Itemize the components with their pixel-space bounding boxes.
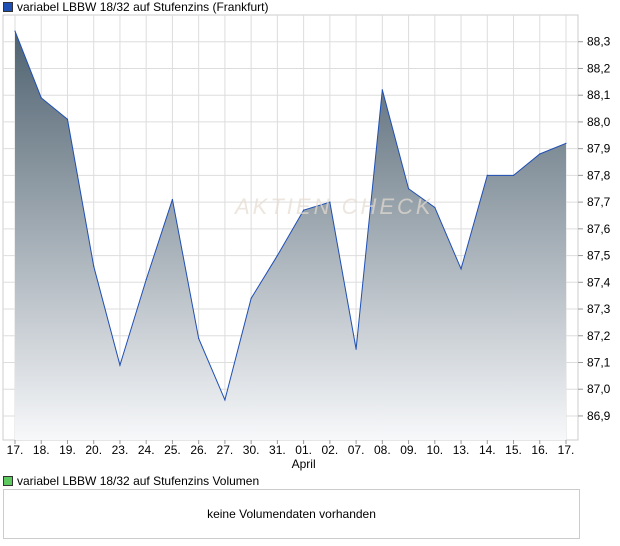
- y-tick-label: 86,9: [587, 409, 611, 423]
- data-point: [539, 153, 541, 155]
- y-tick-label: 88,3: [587, 35, 611, 49]
- data-point: [145, 279, 147, 281]
- price-chart: AKTIEN CHECK 86,9 87,0 87,1 87,2 87,3 87,4 87,…: [2, 14, 611, 471]
- legend-swatch-blue: [3, 2, 13, 12]
- x-tick-label: 25.: [164, 443, 181, 457]
- x-tick-label: 07.: [348, 443, 365, 457]
- y-tick-label: 87,2: [587, 329, 611, 343]
- data-point: [434, 206, 436, 209]
- volume-panel: keine Volumendaten vorhanden: [3, 489, 580, 539]
- volume-legend-label: variabel LBBW 18/32 auf Stufenzins Volum…: [17, 474, 260, 488]
- x-tick-label: 13.: [453, 443, 470, 457]
- x-tick-label: 31.: [269, 443, 286, 457]
- y-tick-label: 87,6: [587, 222, 611, 236]
- y-tick-label: 87,9: [587, 142, 611, 156]
- y-tick-label: 87,1: [587, 355, 611, 369]
- month-label: April: [292, 457, 316, 471]
- y-tick-label: 87,0: [587, 382, 611, 396]
- x-tick-label: 08.: [374, 443, 391, 457]
- x-tick-label: 24.: [138, 443, 155, 457]
- x-tick-label: 15.: [505, 443, 522, 457]
- y-tick-label: 87,7: [587, 195, 611, 209]
- x-tick-label: 09.: [400, 443, 417, 457]
- data-point: [119, 364, 121, 366]
- main-legend: variabel LBBW 18/32 auf Stufenzins (Fran…: [3, 0, 268, 14]
- price-line: [14, 30, 567, 402]
- data-point: [198, 337, 200, 340]
- price-area: [15, 31, 566, 441]
- data-point: [407, 188, 410, 190]
- y-tick-label: 87,8: [587, 168, 611, 182]
- x-tick-label: 30.: [243, 443, 260, 457]
- watermark: AKTIEN CHECK: [233, 194, 434, 219]
- legend-swatch-green: [3, 476, 13, 486]
- x-tick-label: 26.: [190, 443, 207, 457]
- y-tick-label: 88,0: [587, 115, 611, 129]
- data-point: [355, 348, 357, 350]
- y-tick-label: 87,3: [587, 302, 611, 316]
- x-tick-label: 20.: [85, 443, 102, 457]
- volume-message: keine Volumendaten vorhanden: [207, 507, 376, 521]
- data-point: [224, 399, 226, 401]
- data-point: [276, 254, 278, 257]
- data-point: [512, 174, 515, 176]
- x-tick-label: 16.: [531, 443, 548, 457]
- x-tick-label: 17.: [558, 443, 575, 457]
- main-legend-label: variabel LBBW 18/32 auf Stufenzins (Fran…: [17, 0, 269, 14]
- x-tick-label: 02.: [322, 443, 339, 457]
- data-point: [303, 209, 305, 211]
- data-point: [565, 142, 567, 144]
- data-point: [460, 268, 462, 270]
- x-tick-label: 23.: [112, 443, 129, 457]
- data-point: [486, 174, 488, 176]
- data-point: [14, 30, 16, 32]
- y-tick-label: 87,4: [587, 275, 611, 289]
- x-tick-label: 17.: [7, 443, 24, 457]
- x-tick-label: 14.: [479, 443, 496, 457]
- y-tick-label: 88,1: [587, 88, 611, 102]
- x-tick-label: 18.: [33, 443, 50, 457]
- data-point: [250, 297, 252, 299]
- x-tick-label: 01.: [295, 443, 312, 457]
- x-tick-label: 19.: [59, 443, 76, 457]
- x-tick-label: 10.: [426, 443, 443, 457]
- data-point: [40, 97, 42, 99]
- x-tick-label: 27.: [217, 443, 234, 457]
- data-point: [93, 265, 95, 267]
- data-point: [171, 198, 174, 201]
- data-point: [66, 118, 69, 120]
- volume-legend: variabel LBBW 18/32 auf Stufenzins Volum…: [3, 474, 259, 488]
- data-point: [329, 201, 331, 203]
- y-tick-label: 87,5: [587, 249, 611, 263]
- data-point: [381, 89, 383, 91]
- y-tick-label: 88,2: [587, 61, 611, 75]
